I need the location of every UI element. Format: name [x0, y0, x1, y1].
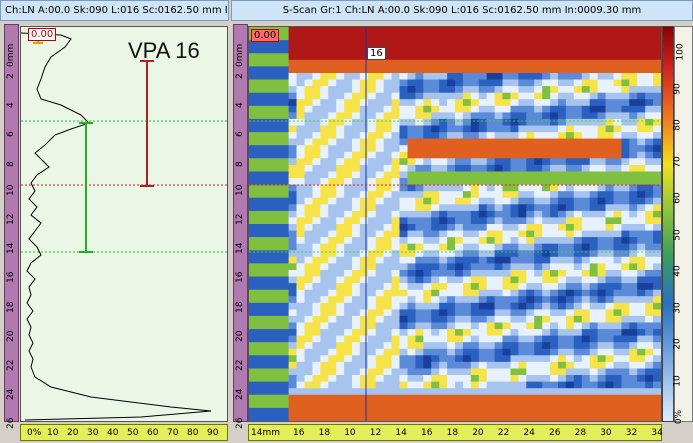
palette-tick-label: 60 — [672, 192, 683, 204]
amp-tick-label: 30 — [87, 428, 99, 438]
sscan-depth-tick: 4 — [235, 102, 245, 109]
amp-tick-label: 40 — [107, 428, 119, 438]
sscan-depth-tick: 2 — [235, 73, 245, 79]
x-tick-label: 26 — [549, 428, 561, 438]
sscan-depth-tick: 20 — [235, 330, 245, 342]
x-tick-label: 32 — [625, 428, 638, 438]
ascan-amplitude-axis[interactable]: 0% 10 20 30 40 50 60 70 80 90 — [20, 424, 228, 441]
palette-tick-label: 0% — [674, 409, 685, 425]
ascan-depth-tick: 8 — [6, 160, 16, 167]
palette-tick-label: 100 — [675, 43, 686, 61]
palette-tick-label: 80 — [672, 119, 683, 131]
amp-tick-label: 70 — [167, 428, 179, 438]
x-tick-label: 22 — [497, 428, 510, 438]
sscan-depth-tick: 10 — [235, 184, 245, 196]
sscan-depth-ruler[interactable]: 0mm 2 4 6 8 10 12 14 16 18 20 22 24 26 — [233, 24, 248, 429]
ascan-depth-tick: 24 — [6, 388, 16, 401]
ascan-depth-tick: 18 — [6, 301, 16, 313]
sscan-readout: 0.00 — [251, 29, 280, 42]
palette-scale: 100 90 80 70 60 50 40 30 20 10 0% — [672, 26, 693, 425]
sscan-depth-tick: 12 — [235, 213, 245, 225]
x-tick-label: 16 — [421, 428, 433, 438]
ascan-depth-tick: 6 — [6, 131, 16, 138]
ascan-depth-tick: 22 — [6, 359, 16, 371]
color-palette[interactable] — [662, 26, 674, 422]
sscan-depth-tick: 24 — [235, 388, 245, 401]
ascan-depth-tick: 14 — [6, 242, 16, 255]
x-tick-label: 18 — [446, 428, 459, 438]
palette-tick-label: 40 — [672, 265, 683, 277]
ascan-depth-tick: 10 — [6, 184, 16, 196]
sscan-image — [249, 27, 661, 421]
sscan-x-axis[interactable]: 14mm 16 18 10 12 14 16 18 20 22 24 26 28 30 32 34 — [248, 424, 663, 441]
amp-tick-label: 80 — [187, 428, 199, 438]
palette-tick-label: 10 — [672, 374, 683, 387]
x-tick-label: 18 — [318, 428, 331, 438]
sscan-depth-tick: 26 — [235, 417, 245, 430]
palette-tick-label: 50 — [672, 228, 683, 241]
sscan-depth-tick: 6 — [235, 131, 245, 138]
x-tick-label: 14 — [395, 428, 407, 438]
ascan-depth-tick: 20 — [6, 330, 16, 342]
ascan-depth-unit: 0mm — [6, 43, 16, 67]
amp-tick-label: 60 — [147, 428, 159, 438]
palette-tick-label: 90 — [672, 82, 683, 95]
sscan-depth-tick: 22 — [235, 359, 245, 371]
x-tick-label: 16 — [293, 428, 305, 438]
ascan-header-bar: Ch:LN A:00.0 Sk:090 L:016 Sc:0162.50 mm … — [0, 0, 229, 21]
sscan-depth-unit: 0mm — [235, 43, 245, 67]
ascan-depth-ruler[interactable]: 0mm 2 4 6 8 10 12 14 16 18 20 22 24 26 — [4, 24, 19, 429]
palette-tick-label: 70 — [672, 155, 683, 168]
sscan-depth-tick: 8 — [235, 160, 245, 167]
amp-tick-label: 0% — [27, 428, 42, 438]
palette-tick-label: 20 — [672, 338, 683, 350]
ascan-depth-tick: 4 — [6, 102, 16, 109]
ascan-waveform — [21, 32, 212, 421]
palette-tick-label: 30 — [672, 301, 683, 314]
ascan-depth-tick: 12 — [6, 213, 16, 225]
amp-tick-label: 50 — [127, 428, 139, 438]
x-tick-label: 20 — [472, 428, 484, 438]
ascan-label: VPA 16 — [128, 38, 200, 63]
sscan-depth-tick: 16 — [235, 271, 245, 284]
x-axis-unit: 14mm — [251, 428, 280, 438]
amp-tick-label: 90 — [207, 428, 219, 438]
ascan-view[interactable]: 0.00 — [20, 26, 228, 422]
sscan-view[interactable]: 0.00 16 — [248, 26, 662, 422]
x-tick-label: 28 — [574, 428, 587, 438]
sscan-header-bar: S-Scan Gr:1 Ch:LN A:00.0 Sk:090 L:016 Sc… — [231, 0, 693, 21]
x-tick-label: 34 — [651, 428, 663, 438]
ascan-depth-tick: 2 — [6, 73, 16, 79]
sscan-depth-tick: 18 — [235, 301, 245, 313]
ascan-depth-tick: 16 — [6, 271, 16, 284]
x-tick-label: 24 — [523, 428, 535, 438]
amp-tick-label: 10 — [47, 428, 59, 438]
x-tick-label: 12 — [369, 428, 382, 438]
sscan-cursor-label: 16 — [367, 47, 386, 60]
ascan-readout: 0.00 — [28, 28, 57, 41]
ascan-plot — [21, 32, 227, 421]
sscan-depth-tick: 14 — [235, 242, 245, 255]
x-tick-label: 30 — [600, 428, 612, 438]
ascan-depth-tick: 26 — [6, 417, 16, 430]
x-tick-label: 10 — [344, 428, 356, 438]
amp-tick-label: 20 — [67, 428, 79, 438]
